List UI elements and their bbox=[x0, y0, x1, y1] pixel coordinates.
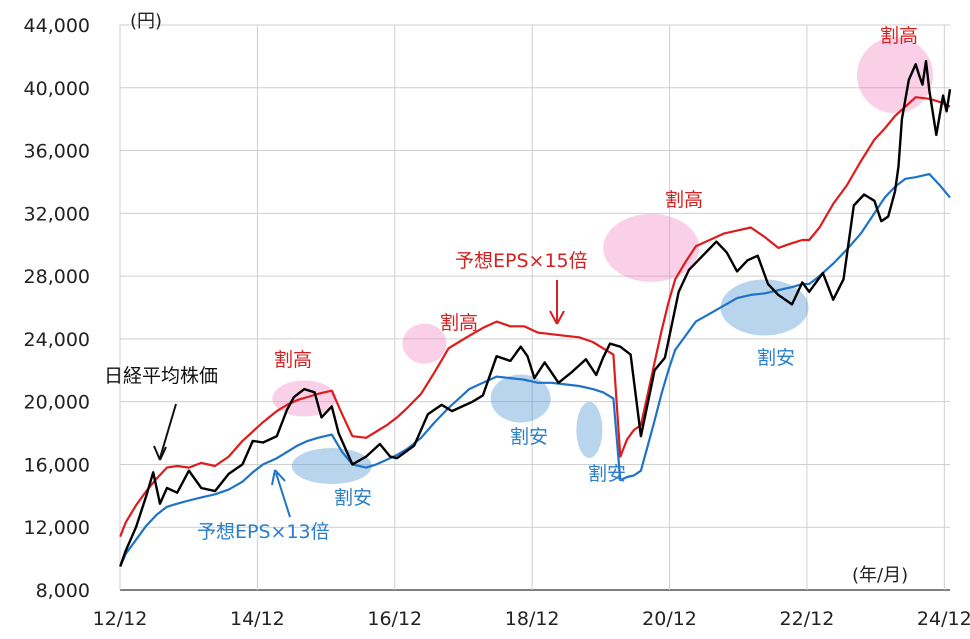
x-tick-label: 14/12 bbox=[230, 608, 285, 630]
x-tick-label: 24/12 bbox=[917, 608, 970, 630]
arrow-eps15-head bbox=[549, 310, 565, 325]
highlight-undervalued bbox=[490, 374, 551, 423]
x-tick-label: 18/12 bbox=[505, 608, 560, 630]
x-tick-label: 20/12 bbox=[642, 608, 697, 630]
y-axis-ticks: 8,000 12,000 16,000 20,000 24,000 28,000 32,00… bbox=[24, 15, 90, 602]
arrow-nikkei bbox=[159, 403, 177, 459]
series-lines bbox=[119, 59, 952, 567]
label-nikkei: 日経平均株価 bbox=[104, 365, 218, 387]
arrow-eps13 bbox=[275, 472, 291, 518]
series-line-0 bbox=[119, 59, 952, 567]
label-overvalued-3: 割高 bbox=[665, 189, 703, 211]
label-undervalued-2: 割安 bbox=[510, 426, 548, 448]
y-unit-label: (円) bbox=[130, 11, 162, 32]
y-tick-label: 28,000 bbox=[24, 266, 90, 288]
y-tick-label: 16,000 bbox=[24, 454, 90, 476]
y-tick-label: 24,000 bbox=[24, 329, 90, 351]
highlight-undervalued bbox=[291, 448, 372, 485]
arrow-nikkei-head bbox=[153, 445, 167, 461]
y-tick-label: 36,000 bbox=[24, 141, 90, 163]
gridlines bbox=[119, 24, 950, 591]
highlight-overvalued bbox=[857, 37, 934, 114]
y-tick-label: 44,000 bbox=[24, 15, 90, 37]
x-unit-label: (年/月) bbox=[852, 565, 908, 586]
label-undervalued-1: 割安 bbox=[334, 487, 372, 509]
label-undervalued-4: 割安 bbox=[757, 347, 795, 369]
x-tick-label: 16/12 bbox=[367, 608, 422, 630]
label-overvalued-2: 割高 bbox=[440, 312, 478, 334]
valuation-highlights bbox=[272, 37, 934, 485]
arrow-eps13-head bbox=[271, 469, 286, 486]
label-eps13: 予想EPS×13倍 bbox=[197, 521, 330, 543]
highlight-undervalued bbox=[576, 401, 603, 458]
label-eps15: 予想EPS×15倍 bbox=[455, 250, 588, 272]
x-tick-label: 12/12 bbox=[93, 608, 148, 630]
series-line-1 bbox=[119, 96, 951, 537]
y-tick-label: 40,000 bbox=[24, 78, 90, 100]
y-tick-label: 8,000 bbox=[36, 580, 90, 602]
label-undervalued-3: 割安 bbox=[588, 463, 626, 485]
label-overvalued-4: 割高 bbox=[880, 25, 918, 47]
x-tick-label: 22/12 bbox=[780, 608, 835, 630]
highlight-overvalued bbox=[603, 213, 700, 282]
highlight-overvalued bbox=[402, 323, 447, 364]
y-tick-label: 32,000 bbox=[24, 203, 90, 225]
y-tick-label: 20,000 bbox=[24, 392, 90, 414]
series-line-2 bbox=[119, 173, 951, 567]
highlight-undervalued bbox=[720, 279, 809, 336]
label-overvalued-1: 割高 bbox=[274, 349, 312, 371]
y-tick-label: 12,000 bbox=[24, 517, 90, 539]
x-axis-ticks: 12/12 14/12 16/12 18/12 20/12 22/12 24/12 bbox=[93, 608, 970, 630]
